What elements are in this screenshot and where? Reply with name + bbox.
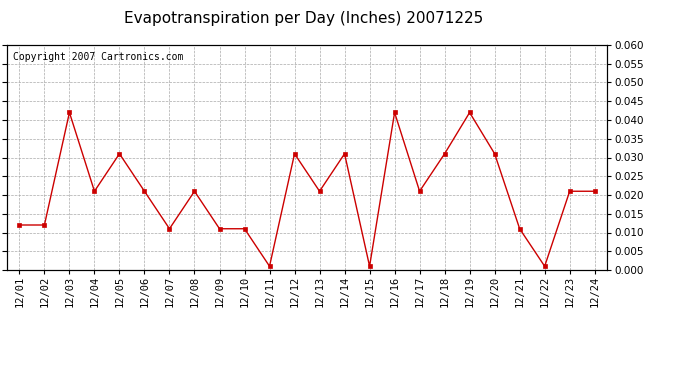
Text: Evapotranspiration per Day (Inches) 20071225: Evapotranspiration per Day (Inches) 2007… [124, 11, 483, 26]
Text: Copyright 2007 Cartronics.com: Copyright 2007 Cartronics.com [13, 52, 184, 62]
